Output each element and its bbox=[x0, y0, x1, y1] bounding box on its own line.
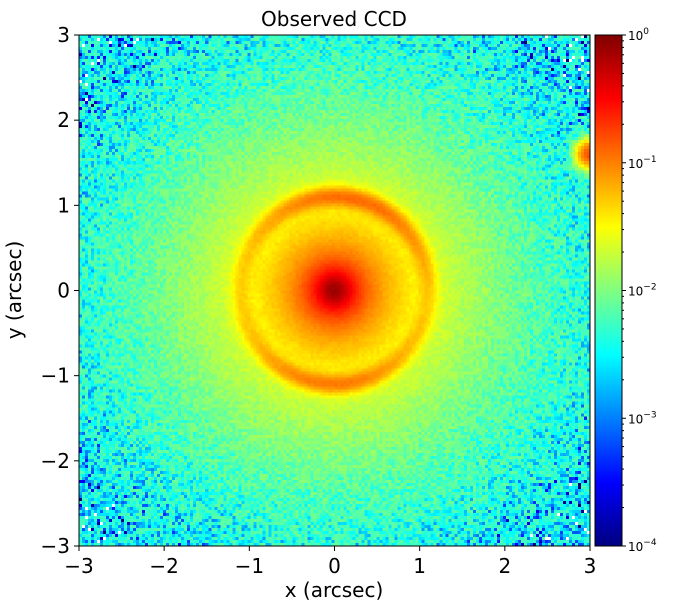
colorbar-tick-label: 10−3 bbox=[628, 410, 657, 426]
heatmap-image-wrapper bbox=[79, 35, 590, 546]
x-tick-label: 3 bbox=[584, 554, 597, 578]
y-tick-label: 0 bbox=[57, 279, 70, 303]
x-tick-label: 1 bbox=[413, 554, 426, 578]
x-tick-label: 0 bbox=[328, 554, 341, 578]
x-tick-label: −2 bbox=[149, 554, 178, 578]
chart-title: Observed CCD bbox=[261, 7, 407, 31]
y-tick-label: −2 bbox=[41, 449, 70, 473]
colorbar-tick-label: 10−4 bbox=[628, 538, 657, 554]
colorbar bbox=[594, 34, 623, 547]
x-axis-label: x (arcsec) bbox=[285, 578, 384, 602]
y-tick-label: 2 bbox=[57, 108, 70, 132]
y-tick-label: 3 bbox=[57, 23, 70, 47]
colorbar-tick-label: 100 bbox=[628, 27, 649, 43]
y-tick-label: −3 bbox=[41, 534, 70, 558]
x-tick-label: −1 bbox=[235, 554, 264, 578]
y-tick-label: 1 bbox=[57, 193, 70, 217]
x-axis-ticks: −3 −2 −1 0 1 2 3 bbox=[64, 546, 596, 578]
y-axis-label: y (arcsec) bbox=[2, 241, 26, 340]
colorbar-ticks: 10−4 10−3 10−2 10−1 100 bbox=[622, 27, 657, 554]
y-axis-ticks: −3 −2 −1 0 1 2 3 bbox=[41, 23, 79, 558]
y-tick-label: −1 bbox=[41, 364, 70, 388]
x-tick-label: 2 bbox=[498, 554, 511, 578]
colorbar-tick-label: 10−1 bbox=[628, 155, 657, 171]
colorbar-tick-label: 10−2 bbox=[628, 283, 657, 299]
x-tick-label: −3 bbox=[64, 554, 93, 578]
heatmap-image bbox=[79, 35, 590, 546]
